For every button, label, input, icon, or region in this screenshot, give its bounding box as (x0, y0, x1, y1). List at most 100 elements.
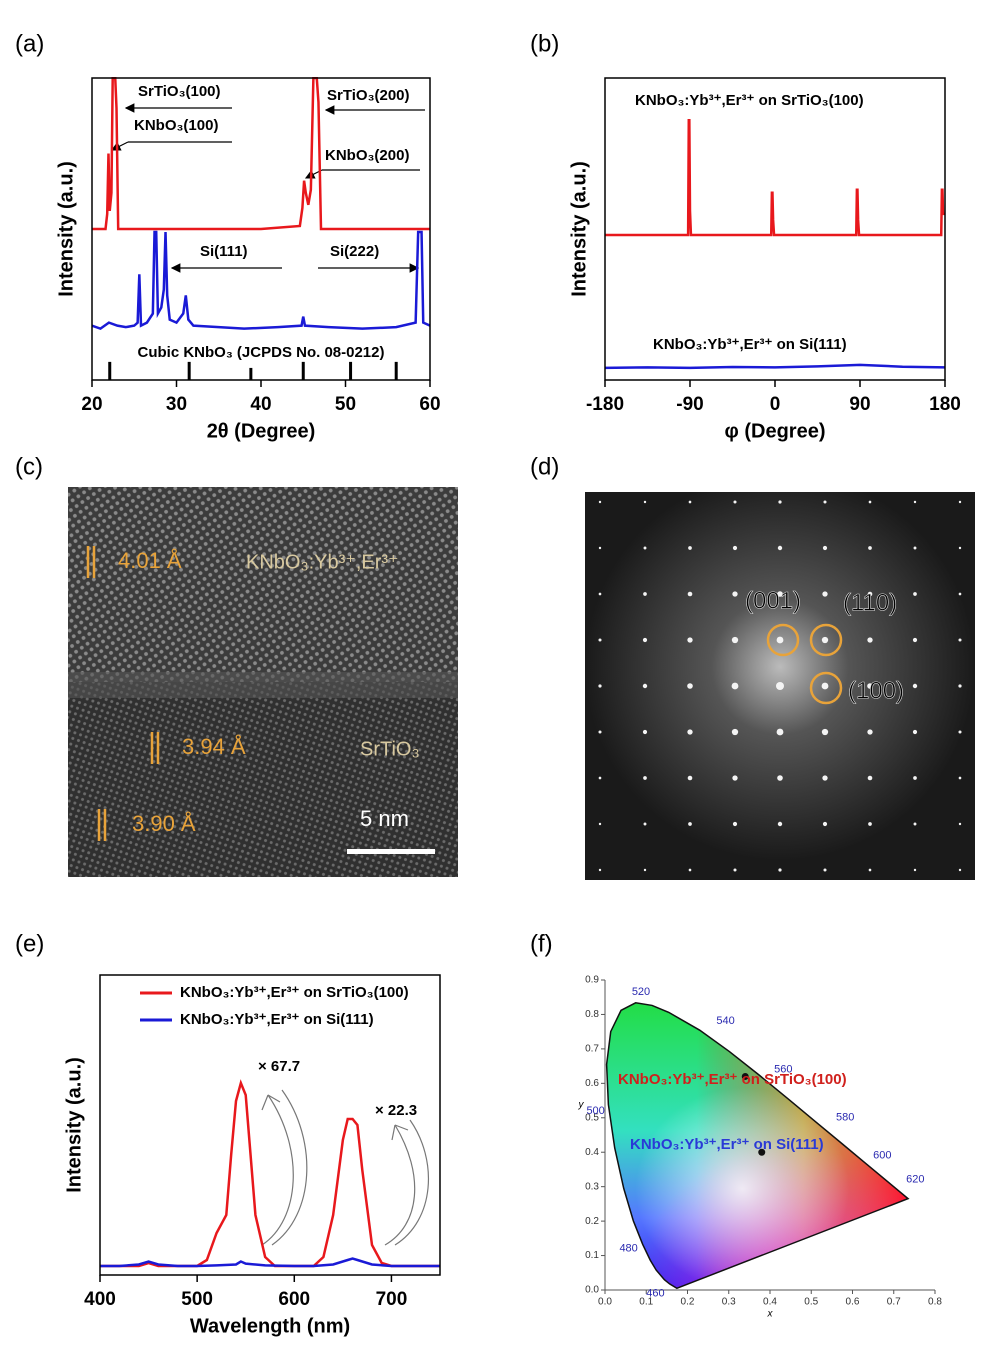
fft-spot (643, 500, 647, 504)
image-annotation: (110) (843, 589, 897, 616)
x-tick-label: 0.5 (804, 1297, 818, 1308)
peak-annotation: SrTiO₃(100) (138, 83, 221, 100)
series-label: KNbO₃:Yb³⁺,Er³⁺ on SrTiO₃(100) (635, 92, 864, 109)
fft-spot (687, 775, 693, 781)
wavelength-label: 540 (716, 1015, 734, 1027)
image-annotation: (001) (745, 587, 801, 614)
x-tick-label: 0.7 (887, 1297, 901, 1308)
y-axis-label: y (578, 1100, 585, 1111)
fft-spot (776, 682, 784, 690)
fft-spot (688, 546, 692, 550)
point-label: KNbO₃:Yb³⁺,Er³⁺ on Si(111) (630, 1136, 824, 1153)
fft-spot (821, 636, 829, 644)
fft-spot (732, 821, 738, 827)
x-tick-label: 0.3 (722, 1297, 736, 1308)
fft-spot (822, 591, 828, 597)
y-tick-label: 0.0 (585, 1285, 599, 1296)
hrtem-interface (68, 672, 458, 698)
fft-spot (598, 730, 602, 734)
curved-arrows (261, 1089, 429, 1246)
spot-marker (809, 623, 843, 657)
x-tick-label: 0 (770, 394, 781, 415)
fft-spot (777, 821, 783, 827)
fft-spot (688, 500, 692, 504)
panel-label: (a) (15, 30, 44, 57)
wavelength-label: 560 (774, 1063, 792, 1075)
x-tick-label: 50 (335, 394, 356, 415)
fft-spot (643, 868, 647, 872)
x-tick-label: 0.4 (763, 1297, 777, 1308)
fft-spot (867, 637, 873, 643)
fft-spot (731, 636, 739, 644)
fft-spot (822, 775, 828, 781)
wavelength-label: 620 (906, 1174, 924, 1186)
fft-spot (821, 682, 829, 690)
fft-spot (731, 682, 739, 690)
fft-spot (687, 591, 693, 597)
panel-label: (b) (530, 30, 559, 57)
y-tick-label: 0.8 (585, 1009, 599, 1020)
fft-spot (913, 822, 917, 826)
fft-spot (642, 683, 648, 689)
x-tick-label: -90 (676, 394, 703, 415)
legend-label: KNbO₃:Yb³⁺,Er³⁺ on SrTiO₃(100) (180, 984, 409, 1001)
spot-marker (809, 671, 843, 705)
x-tick-label: 700 (376, 1289, 408, 1310)
fft-spot (732, 775, 738, 781)
x-axis-label: x (767, 1309, 774, 1320)
x-tick-label: 0.8 (928, 1297, 942, 1308)
x-tick-label: 0.0 (598, 1297, 612, 1308)
fft-spot (642, 729, 648, 735)
x-tick-label: 90 (849, 394, 870, 415)
fft-spot (688, 868, 692, 872)
fft-spot (642, 637, 648, 643)
peak-annotation: KNbO₃(200) (325, 147, 409, 164)
fft-spot (731, 728, 739, 736)
y-tick-label: 0.9 (585, 975, 599, 986)
fft-spot (643, 592, 647, 596)
fft-spot (958, 638, 962, 642)
fft-spot (822, 545, 828, 551)
panel-label: (e) (15, 930, 44, 957)
y-tick-label: 0.4 (585, 1147, 599, 1158)
x-tick-label: 600 (278, 1289, 310, 1310)
y-tick-label: 0.5 (585, 1112, 599, 1123)
series-line (100, 1257, 440, 1268)
wavelength-label: 480 (619, 1243, 637, 1255)
series-line (605, 119, 945, 237)
image-annotation: (100) (848, 677, 904, 704)
point-label: KNbO₃:Yb³⁺,Er³⁺ on SrTiO₃(100) (618, 1071, 847, 1088)
panel-label: (d) (530, 453, 559, 480)
fft-spot (598, 500, 602, 504)
fft-spot (913, 546, 917, 550)
x-tick-label: 30 (166, 394, 187, 415)
fft-spot (958, 684, 962, 688)
wavelength-label: 460 (646, 1287, 664, 1299)
fft-spot (777, 545, 783, 551)
fft-spot (598, 592, 602, 596)
fft-spot (913, 500, 917, 504)
legend-label: KNbO₃:Yb³⁺,Er³⁺ on Si(111) (180, 1011, 374, 1028)
fft-spot (958, 822, 962, 826)
x-axis-label: 2θ (Degree) (207, 420, 316, 442)
fft-spot (958, 776, 962, 780)
wavelength-label: 520 (632, 986, 650, 998)
fft-spot (868, 822, 872, 826)
fft-spot (598, 776, 602, 780)
plot-frame (99, 974, 441, 1276)
wavelength-label: 580 (836, 1112, 854, 1124)
x-tick-label: 400 (84, 1289, 116, 1310)
fft-spot (867, 729, 873, 735)
multiplier-annotation: × 22.3 (375, 1102, 417, 1119)
fft-spot (733, 500, 737, 504)
fft-spot (913, 592, 917, 596)
fft-spot (867, 775, 873, 781)
fft-spot (912, 637, 918, 643)
fft-spot (912, 729, 918, 735)
fft-spot (912, 683, 918, 689)
fft-spot (643, 776, 647, 780)
plot-frame (604, 77, 946, 381)
fft-spot (687, 729, 693, 735)
fft-spot (598, 546, 602, 550)
